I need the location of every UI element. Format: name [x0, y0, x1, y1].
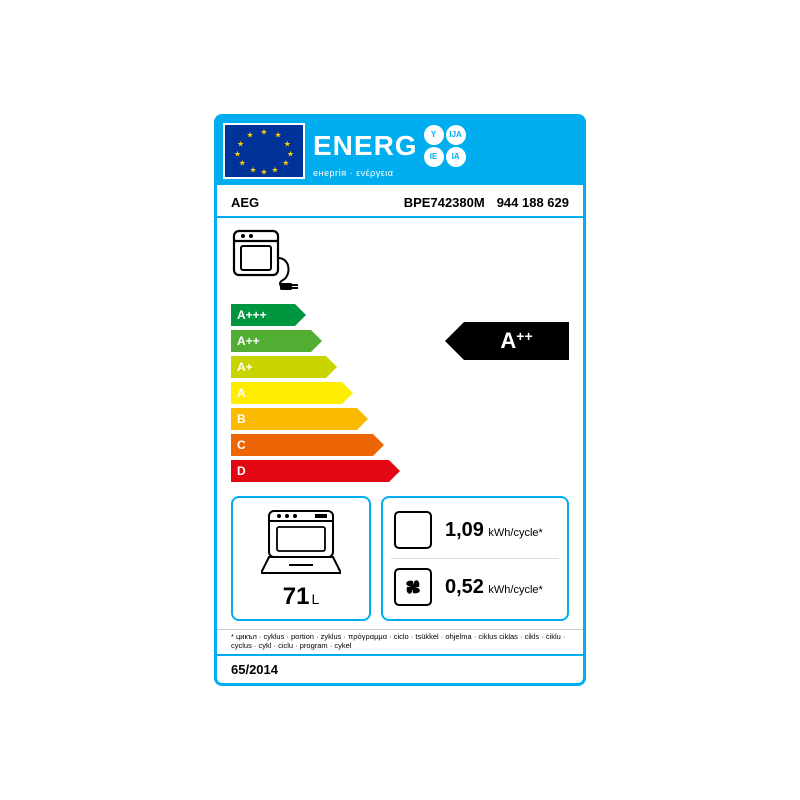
scale-bar-label: C	[237, 438, 246, 452]
scale-bar: A+	[231, 356, 326, 378]
model: BPE742380M	[404, 195, 485, 210]
scale-row: B	[231, 408, 454, 430]
rating-arrow: A++	[464, 322, 569, 360]
scale-row: A+	[231, 356, 454, 378]
lang-badge: Y	[424, 125, 444, 145]
volume-value: 71L	[283, 583, 320, 611]
brand: AEG	[231, 195, 259, 210]
scale-bar: C	[231, 434, 373, 456]
electric-oven-icon	[231, 228, 301, 294]
scale-row: C	[231, 434, 454, 456]
scale-bar-label: A+	[237, 360, 253, 374]
eu-flag-icon: ★ ★ ★ ★ ★ ★ ★ ★ ★ ★ ★ ★	[223, 123, 305, 179]
scale-bar: A+++	[231, 304, 295, 326]
product-code: 944 188 629	[497, 195, 569, 210]
energ-block: ENERG Y IJA IE IA енергія · ενέργεια	[313, 123, 577, 179]
appliance-icon-block	[217, 218, 583, 296]
scale-bar-label: A	[237, 386, 246, 400]
bottom-panels: 71L 1,09 kWh/cycle*	[217, 496, 583, 629]
consumption-conventional-row: 1,09 kWh/cycle*	[391, 506, 559, 554]
scale-bar-label: A++	[237, 334, 260, 348]
energy-label: ★ ★ ★ ★ ★ ★ ★ ★ ★ ★ ★ ★ ENERG Y IJA IE	[214, 114, 586, 686]
consumption-fan-unit: kWh/cycle*	[488, 584, 542, 596]
regulation-number: 65/2014	[217, 654, 583, 683]
scale-bar: A	[231, 382, 342, 404]
scale-bars: A+++ A++ A+ ABCD	[231, 304, 454, 482]
header: ★ ★ ★ ★ ★ ★ ★ ★ ★ ★ ★ ★ ENERG Y IJA IE	[217, 117, 583, 185]
volume-unit: L	[311, 591, 319, 607]
scale-row: A	[231, 382, 454, 404]
scale-bar: B	[231, 408, 357, 430]
lang-badge: IE	[424, 147, 444, 167]
rating-letter: A	[500, 328, 516, 354]
scale-row: A+++	[231, 304, 454, 326]
fan-heating-icon	[391, 565, 435, 609]
eu-stars: ★ ★ ★ ★ ★ ★ ★ ★ ★ ★ ★ ★	[225, 125, 303, 177]
lang-badge: IJA	[446, 125, 466, 145]
scale-bar: D	[231, 460, 389, 482]
product-row: AEG BPE742380M 944 188 629	[217, 185, 583, 218]
consumption-fan-value: 0,52	[445, 576, 484, 598]
consumption-fan-row: 0,52 kWh/cycle*	[391, 558, 559, 611]
consumption-conventional-unit: kWh/cycle*	[488, 527, 542, 539]
scale-row: D	[231, 460, 454, 482]
consumption-panel: 1,09 kWh/cycle* 0,52 kWh/cycle*	[381, 496, 569, 621]
rating-suffix: ++	[516, 328, 532, 344]
volume-number: 71	[283, 583, 310, 610]
scale-bar-label: A+++	[237, 308, 267, 322]
volume-panel: 71L	[231, 496, 371, 621]
scale-bar-label: B	[237, 412, 246, 426]
scale-bar-label: D	[237, 464, 246, 478]
lang-badges: Y IJA IE IA	[424, 125, 466, 167]
energ-subtitle: енергія · ενέργεια	[313, 168, 577, 178]
consumption-conventional-value: 1,09	[445, 519, 484, 541]
cycle-footnote: * цикъл · cyklus · portion · zyklus · πρ…	[217, 629, 583, 654]
scale-bar: A++	[231, 330, 311, 352]
lang-badge: IA	[446, 147, 466, 167]
rating-scale: A+++A++A+ABCD A++	[217, 296, 583, 496]
conventional-heating-icon	[391, 508, 435, 552]
oven-volume-icon	[261, 507, 341, 579]
energ-title: ENERG	[313, 132, 418, 160]
scale-row: A++	[231, 330, 454, 352]
